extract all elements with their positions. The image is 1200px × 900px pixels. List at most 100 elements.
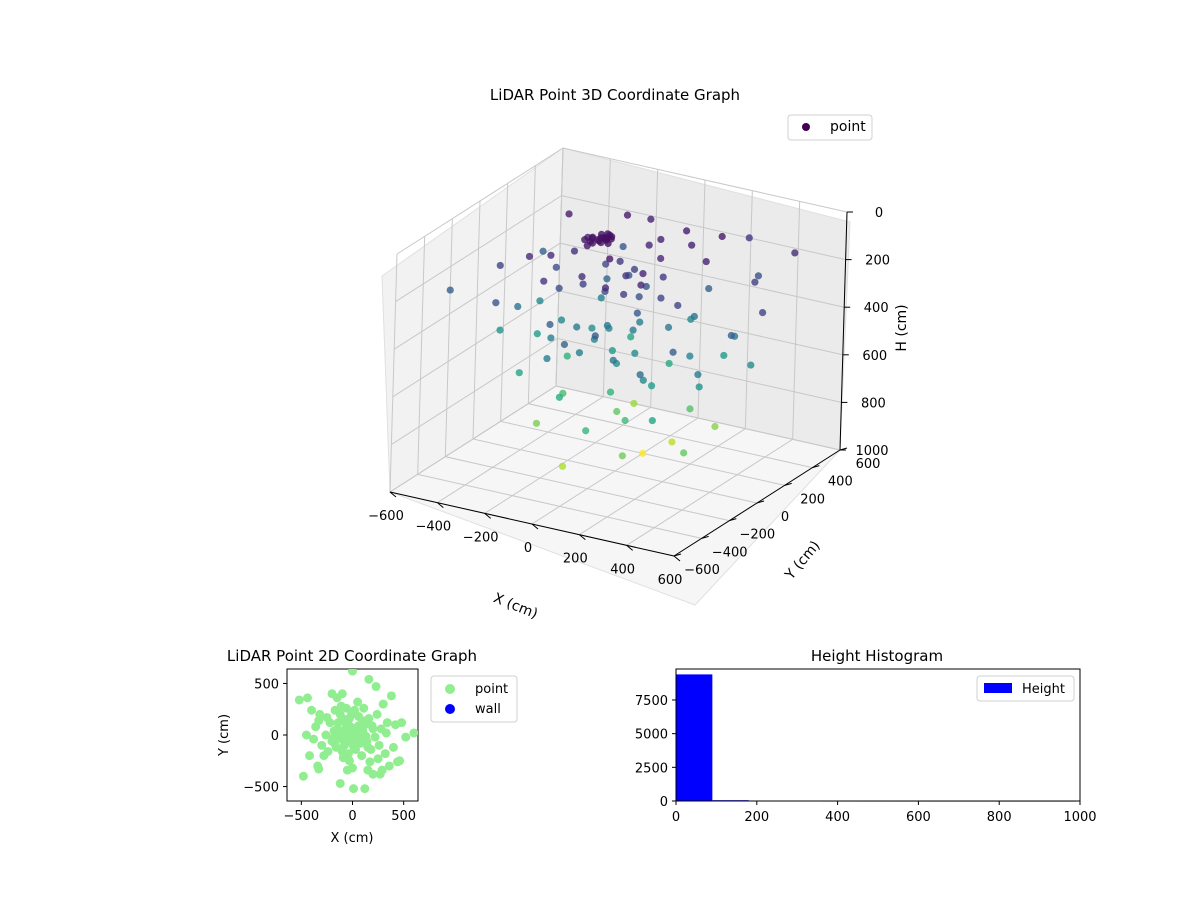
point-2d [348, 736, 357, 746]
point-3d [674, 301, 682, 310]
x-tick-label-2d: 500 [391, 809, 416, 824]
point-3d [582, 427, 590, 435]
point-3d [631, 349, 639, 357]
x-tick-label-3d: 200 [563, 552, 588, 567]
point-3d [579, 280, 587, 288]
point-3d [639, 376, 647, 384]
point-3d [636, 318, 644, 326]
grid-line-z [396, 147, 848, 255]
point-2d [337, 747, 347, 756]
point-3d [657, 294, 665, 302]
x-tick-3d [389, 491, 397, 498]
point-2d [370, 732, 380, 742]
point-3d [647, 382, 656, 390]
x-tick-label-hist: 0 [672, 810, 680, 825]
x-tick-label-hist: 800 [987, 810, 1012, 825]
point-2d [309, 734, 319, 744]
y-tick-label-2d: 0 [271, 729, 279, 744]
plot-2d: LiDAR Point 2D Coordinate Graph −500 0 500… [217, 647, 518, 846]
x-tick-label-3d: −600 [368, 509, 404, 524]
point-3d [659, 273, 667, 281]
point-2d [373, 754, 383, 764]
point-2d [327, 689, 337, 699]
point-3d [686, 352, 694, 360]
point-2d [397, 718, 407, 728]
z-tick-label-3d: 1000 [855, 444, 888, 459]
point-2d [401, 732, 411, 742]
x-tick-3d [484, 512, 491, 519]
grid-line-z [389, 385, 841, 493]
point-3d [745, 234, 753, 242]
point-3d [560, 340, 569, 349]
point-3d [588, 239, 597, 247]
point-3d [588, 324, 596, 332]
point-3d [759, 309, 767, 317]
point-3d [496, 326, 504, 334]
point-2d [348, 669, 357, 676]
x-tick-label-hist: 400 [825, 810, 850, 825]
point-3d [629, 326, 637, 334]
point-3d [683, 227, 691, 235]
histogram-title: Height Histogram [811, 647, 943, 665]
x-tick-3d [673, 555, 681, 562]
x-tick-label-hist: 600 [906, 810, 931, 825]
point-3d [555, 393, 564, 401]
y-tick-label-3d: −400 [712, 545, 748, 560]
point-3d [603, 321, 611, 330]
point-3d [536, 297, 544, 305]
y-tick-label-3d: 400 [828, 475, 853, 490]
z-tick-label-3d: 600 [862, 349, 887, 364]
legend-2d-point-label: point [475, 682, 508, 697]
point-2d [381, 728, 391, 738]
point-3d [618, 452, 626, 460]
point-3d [711, 422, 719, 431]
point-3d [647, 215, 655, 223]
point-3d [695, 383, 703, 391]
point-3d [633, 309, 641, 317]
point-3d [606, 255, 614, 263]
point-3d [533, 330, 541, 338]
point-2d [346, 709, 356, 719]
point-3d [446, 286, 454, 294]
point-2d [363, 742, 373, 752]
x-tick-label-3d: −200 [463, 530, 499, 545]
point-2d [378, 699, 388, 709]
y-tick-3d [701, 535, 709, 539]
point-3d [665, 359, 673, 368]
y-tick-label-hist: 0 [660, 795, 668, 810]
y-tick-label-3d: 0 [781, 510, 789, 525]
y-tick-3d [784, 482, 792, 486]
y-tick-label-2d: 500 [254, 677, 279, 692]
point-2d [367, 721, 377, 731]
point-2d [349, 784, 359, 794]
point-3d [525, 252, 534, 261]
point-3d [547, 334, 555, 342]
point-3d [547, 251, 555, 259]
point-3d [622, 272, 630, 280]
x-tick-label-hist: 200 [744, 810, 769, 825]
point-3d [720, 351, 728, 360]
point-3d [686, 405, 694, 413]
point-3d [688, 241, 696, 249]
x-tick-label-3d: 0 [524, 541, 532, 556]
y-axis-label-2d: Y (cm) [217, 714, 232, 757]
histogram-legend-swatch [984, 683, 1012, 693]
point-3d [565, 210, 573, 218]
point-3d [657, 254, 665, 263]
point-2d [330, 705, 340, 715]
point-3d [613, 407, 621, 416]
point-2d [302, 693, 312, 703]
point-3d [690, 312, 698, 321]
axes-3d: −600−400−2000200400600−600−400−200020040… [368, 206, 890, 588]
y-tick-label-2d: −500 [243, 781, 279, 796]
point-3d [532, 419, 541, 427]
point-3d [563, 352, 571, 360]
point-2d [374, 740, 384, 750]
point-3d [621, 416, 629, 425]
point-2d [342, 765, 352, 775]
point-3d [791, 249, 799, 257]
z-tick-label-3d: 0 [875, 206, 883, 221]
point-3d [630, 265, 639, 273]
x-tick-3d [579, 534, 586, 541]
point-3d [718, 232, 726, 241]
